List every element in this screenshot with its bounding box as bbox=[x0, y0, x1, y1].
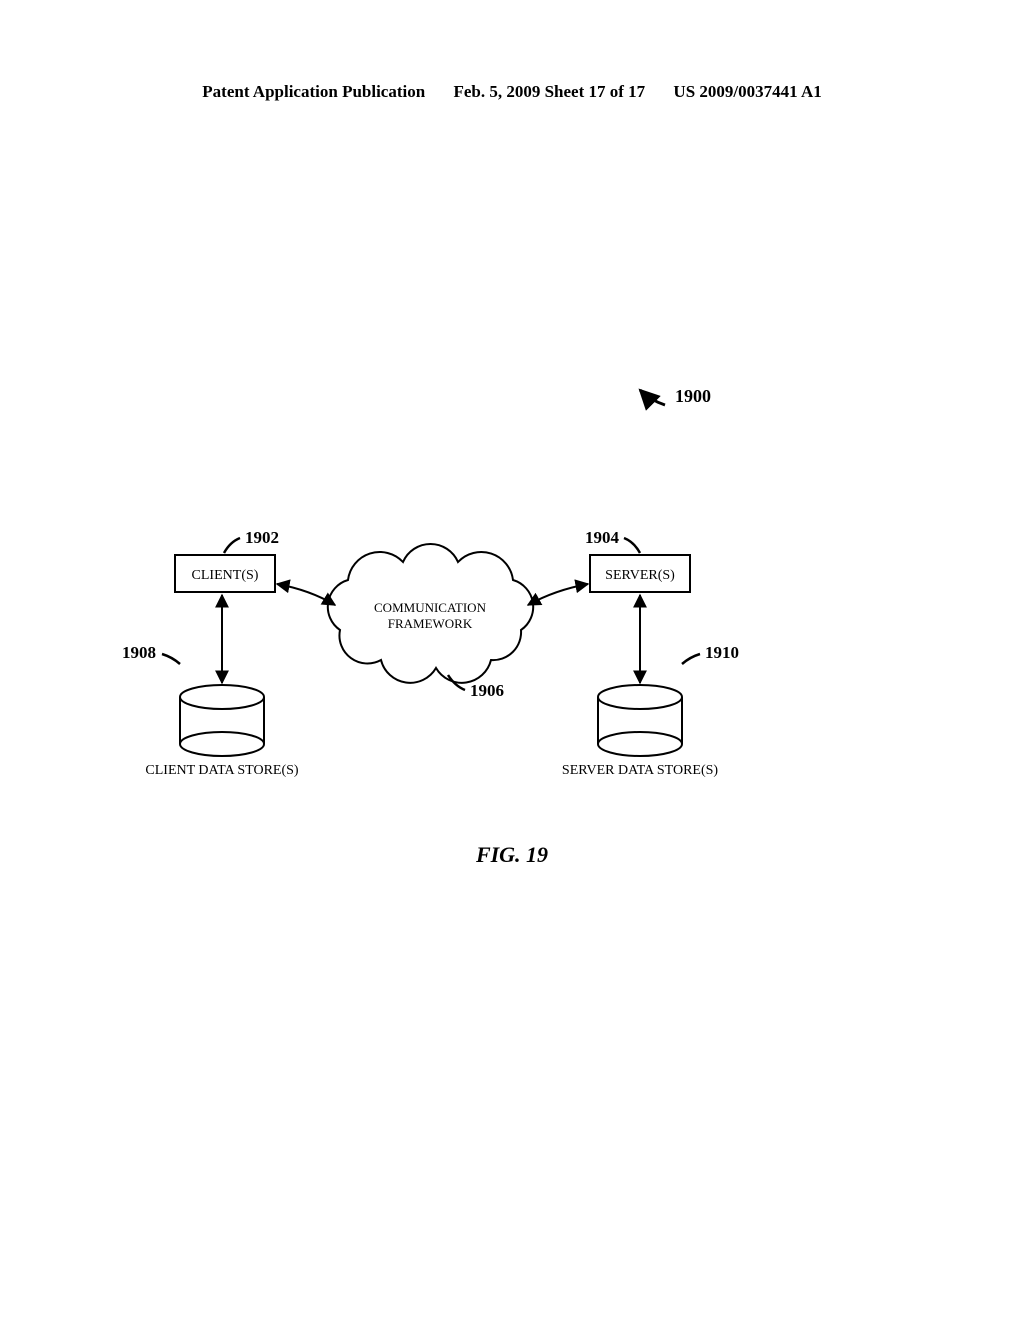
client-store-label: CLIENT DATA STORE(S) bbox=[145, 763, 298, 778]
page-header: Patent Application Publication Feb. 5, 2… bbox=[0, 82, 1024, 102]
server-store-label: SERVER DATA STORE(S) bbox=[562, 763, 719, 778]
server-store-node: SERVER DATA STORE(S) 1910 bbox=[562, 643, 739, 778]
client-store-node: CLIENT DATA STORE(S) 1908 bbox=[122, 643, 299, 778]
edge-client-framework bbox=[277, 584, 335, 605]
header-right: US 2009/0037441 A1 bbox=[673, 82, 821, 101]
header-left: Patent Application Publication bbox=[202, 82, 425, 101]
framework-label-2: FRAMEWORK bbox=[388, 616, 473, 631]
edge-server-framework bbox=[528, 584, 588, 605]
ref-1900: 1900 bbox=[640, 386, 711, 406]
ref-1900-label: 1900 bbox=[675, 386, 711, 406]
ref-1906: 1906 bbox=[470, 681, 504, 700]
ref-1908: 1908 bbox=[122, 643, 156, 662]
ref-1904: 1904 bbox=[585, 528, 620, 547]
ref-1902: 1902 bbox=[245, 528, 279, 547]
framework-label-1: COMMUNICATION bbox=[374, 600, 487, 615]
page: Patent Application Publication Feb. 5, 2… bbox=[0, 0, 1024, 1320]
figure-svg: 1900 CLIENT(S) 1902 SERVER(S) 1904 COMMU… bbox=[0, 370, 1024, 800]
client-node: CLIENT(S) 1902 bbox=[175, 528, 279, 592]
server-node: SERVER(S) 1904 bbox=[585, 528, 690, 592]
framework-node: COMMUNICATION FRAMEWORK 1906 bbox=[328, 544, 533, 700]
figure-caption: FIG. 19 bbox=[0, 842, 1024, 868]
ref-1910: 1910 bbox=[705, 643, 739, 662]
header-center: Feb. 5, 2009 Sheet 17 of 17 bbox=[453, 82, 645, 101]
client-label: CLIENT(S) bbox=[192, 568, 259, 583]
server-label: SERVER(S) bbox=[605, 568, 675, 583]
